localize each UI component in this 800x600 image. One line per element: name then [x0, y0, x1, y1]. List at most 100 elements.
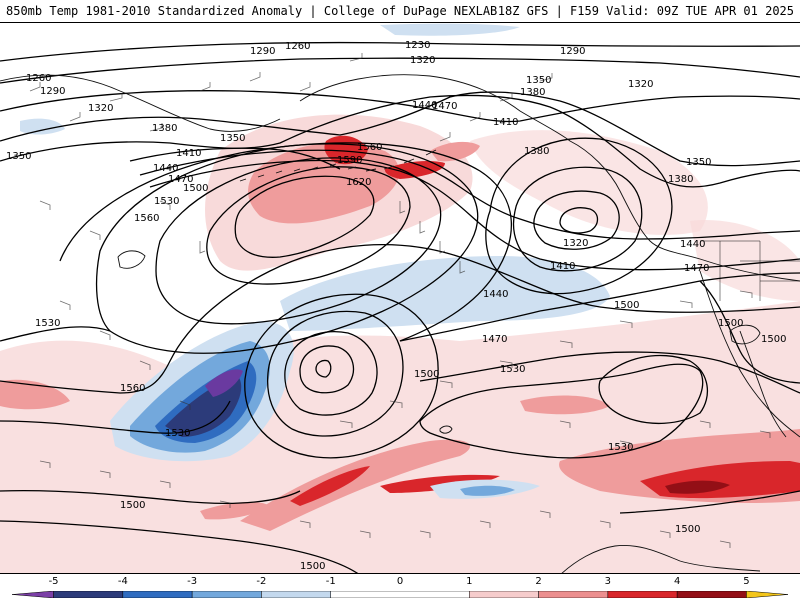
warm-anomaly-region: [384, 161, 445, 179]
wind-barb: [399, 201, 466, 274]
height-contour-line: [0, 41, 800, 62]
contour-label-1500: 1500: [718, 318, 743, 329]
colorbar-segment: [191, 591, 262, 598]
contour-label-1380: 1380: [520, 87, 545, 98]
north-america-coastline: [699, 270, 800, 438]
contour-label-1590: 1590: [337, 155, 362, 166]
contour-label-1620: 1620: [346, 177, 371, 188]
siberia-coastline: [0, 74, 281, 132]
wind-barb: [199, 53, 363, 92]
map-title: 850mb Temp 1981-2010 Standardized Anomal…: [6, 4, 498, 18]
height-contour-line: [0, 351, 800, 434]
height-contour-line: [59, 142, 512, 342]
coastlines: [0, 74, 800, 573]
colorbar-segment: [122, 591, 193, 598]
colorbar-tick-label: -1: [325, 576, 336, 587]
warm-anomaly-region: [470, 130, 708, 235]
contour-label-1410: 1410: [176, 148, 201, 159]
height-contour-line: [0, 489, 301, 505]
colorbar-gradient: [12, 591, 788, 598]
contour-label-1530: 1530: [608, 442, 633, 453]
contour-label-1560: 1560: [120, 383, 145, 394]
contour-label-1260: 1260: [285, 41, 310, 52]
contour-label-1500: 1500: [675, 524, 700, 535]
height-contour-line: [0, 243, 800, 394]
height-contour-line: [0, 520, 359, 573]
colorbar-tick-label: -5: [48, 576, 59, 587]
colorbar-tick-label: 2: [535, 576, 542, 587]
wind-barbs: [29, 53, 771, 548]
colorbar-segment: [607, 591, 678, 598]
map-header: 850mb Temp 1981-2010 Standardized Anomal…: [0, 0, 800, 22]
colorbar-segment: [261, 591, 331, 598]
contour-label-1560: 1560: [134, 213, 159, 224]
wind-barb: [39, 460, 231, 508]
contour-label-1290: 1290: [250, 46, 275, 57]
contour-label-1320: 1320: [628, 79, 653, 90]
contour-label-1320: 1320: [410, 55, 435, 66]
warm-anomaly-region: [290, 466, 370, 506]
island: [729, 324, 761, 345]
weather-map: 1260 1290 1230 1290 1320 1260 1290 1320 …: [0, 22, 800, 574]
contour-label-1350: 1350: [526, 75, 551, 86]
contour-label-1440: 1440: [153, 163, 178, 174]
colorbar-segment: [746, 591, 788, 598]
contour-label-1500: 1500: [414, 369, 439, 380]
anomaly-shading: [0, 23, 800, 573]
height-contour-line: [315, 359, 332, 378]
colorbar-segment: [676, 591, 747, 598]
height-contour-line: [95, 143, 479, 354]
warm-anomaly-region: [200, 501, 270, 520]
contour-label-1440: 1440: [680, 239, 705, 250]
contour-label-1500: 1500: [300, 561, 325, 572]
colorbar-segment: [538, 591, 609, 598]
height-contour-line: [155, 157, 442, 325]
warm-anomaly-region: [0, 379, 70, 410]
contour-label-1530: 1530: [500, 364, 525, 375]
contour-label-1380: 1380: [152, 123, 177, 134]
height-contour-line: [0, 91, 800, 167]
height-contour-line: [699, 280, 800, 384]
contour-label-1470: 1470: [482, 334, 507, 345]
colorbar-tick-label: -4: [117, 576, 128, 587]
contour-label-1230: 1230: [405, 40, 430, 51]
colorbar-tick-label: -2: [256, 576, 267, 587]
colorbar-tick-label: 3: [604, 576, 612, 587]
height-contours: [0, 41, 800, 573]
map-canvas: 1260 1290 1230 1290 1320 1260 1290 1320 …: [0, 23, 800, 573]
contour-label-1410: 1410: [550, 261, 575, 272]
height-contour-line: [512, 166, 643, 272]
contour-label-1470: 1470: [432, 101, 457, 112]
colorbar-segment: [469, 591, 539, 598]
wind-barb: [29, 82, 163, 132]
contour-label-1530: 1530: [154, 196, 179, 207]
colorbar-tick-label: 0: [396, 576, 404, 587]
island: [117, 250, 146, 269]
contour-label-1530: 1530: [35, 318, 60, 329]
contour-label-1350: 1350: [686, 157, 711, 168]
contour-label-1410: 1410: [493, 117, 518, 128]
colorbar-segment: [330, 591, 470, 598]
colorbar-tick-label: 5: [743, 576, 750, 587]
colorbar-tick-label: -3: [187, 576, 198, 587]
height-contour-line: [559, 207, 599, 234]
baja-coastline: [739, 330, 787, 438]
height-contour-line: [139, 149, 800, 240]
cool-anomaly-region: [205, 369, 243, 397]
alaska-coastline: [299, 74, 800, 282]
height-contour-line: [266, 310, 404, 437]
contour-label-1440: 1440: [412, 100, 437, 111]
mexico-coastline: [561, 545, 761, 573]
cool-anomaly-region: [460, 485, 515, 496]
contour-label-1530: 1530: [165, 428, 190, 439]
contour-label-1260: 1260: [26, 73, 51, 84]
anomaly-colorbar: -5 -4 -3 -2 -1 0 1 2 3 4 5: [0, 574, 800, 600]
contour-label-1350: 1350: [6, 151, 31, 162]
contour-label-1470: 1470: [168, 174, 193, 185]
colorbar-tick-label: 4: [673, 576, 681, 587]
height-contour-line: [485, 137, 673, 295]
cool-anomaly-region: [20, 118, 65, 135]
wind-barb: [39, 200, 206, 254]
height-contour-line: [419, 363, 704, 459]
colorbar-segment: [53, 591, 124, 598]
